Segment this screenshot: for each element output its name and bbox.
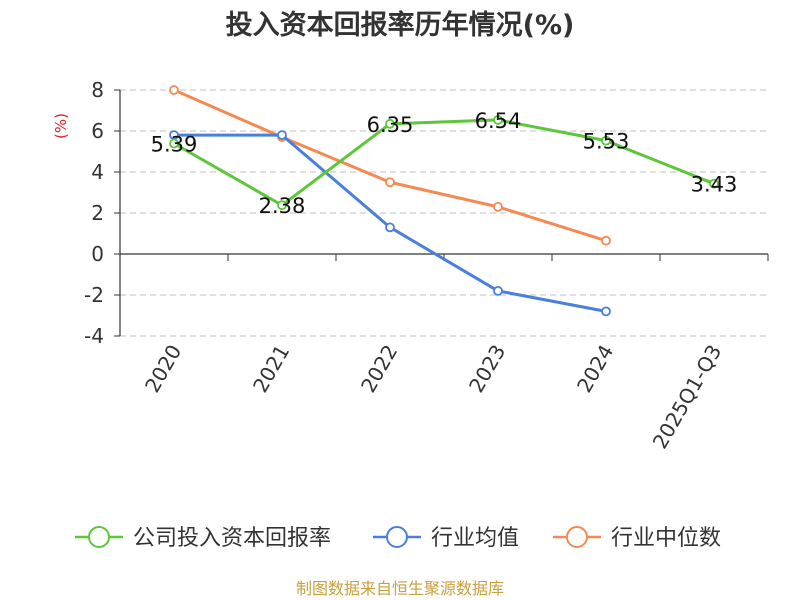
y-tick-label: 2 xyxy=(91,201,104,225)
x-tick-label: 2022 xyxy=(356,341,402,397)
data-point xyxy=(493,201,503,212)
data-point xyxy=(709,178,719,189)
data-point xyxy=(385,118,395,129)
data-point xyxy=(493,285,503,296)
legend-item: 公司投入资本回报率 xyxy=(75,526,331,551)
data-point xyxy=(493,115,503,125)
grid-lines xyxy=(120,89,768,337)
x-tick-label: 2020 xyxy=(140,341,186,397)
y-tick-label: 0 xyxy=(91,242,104,266)
data-label: 5.53 xyxy=(583,130,630,154)
legend-marker xyxy=(88,526,110,548)
series-industry-median xyxy=(169,85,611,246)
series-lines xyxy=(169,85,719,317)
data-point xyxy=(601,306,611,317)
chart-title: 投入资本回报率历年情况(%) xyxy=(226,9,575,41)
legend-label: 公司投入资本回报率 xyxy=(133,526,331,551)
x-tick-label: 2023 xyxy=(464,341,510,397)
y-axis-label: (%) xyxy=(52,113,70,139)
data-point xyxy=(277,200,287,211)
data-point xyxy=(169,138,179,149)
data-label: 6.54 xyxy=(475,109,522,133)
data-point xyxy=(169,85,179,95)
y-tick-label: 6 xyxy=(91,119,104,143)
data-label: 3.43 xyxy=(691,173,738,197)
legend-item: 行业中位数 xyxy=(553,526,721,551)
x-tick-label: 2021 xyxy=(248,341,294,397)
data-point xyxy=(601,135,611,146)
data-point xyxy=(277,130,287,141)
x-tick-label: 2024 xyxy=(572,341,618,397)
x-tick-label: 2025Q1-Q3 xyxy=(648,341,727,453)
data-point xyxy=(385,222,395,233)
y-tick-label: -2 xyxy=(84,283,104,307)
y-tick-label: 4 xyxy=(91,160,104,184)
data-label: 2.38 xyxy=(259,194,306,218)
series-line xyxy=(173,118,715,207)
legend-marker xyxy=(386,526,408,548)
y-tick-label: 8 xyxy=(91,78,104,102)
legend-label: 行业均值 xyxy=(431,526,519,551)
data-point xyxy=(385,177,395,188)
data-point xyxy=(601,235,611,246)
series-industry-mean xyxy=(169,130,611,317)
data-label: 5.39 xyxy=(151,133,198,157)
series-company-roic xyxy=(169,115,719,211)
legend: 公司投入资本回报率 行业均值 行业中位数 xyxy=(75,526,721,551)
data-labels: 5.39 2.38 6.35 6.54 5.53 3.43 xyxy=(151,109,738,218)
legend-marker xyxy=(566,526,588,548)
y-tick-label: -4 xyxy=(84,324,104,348)
source-note: 制图数据来自恒生聚源数据库 xyxy=(296,579,504,598)
data-label: 6.35 xyxy=(367,113,414,137)
legend-label: 行业中位数 xyxy=(611,526,721,551)
legend-item: 行业均值 xyxy=(373,526,519,551)
